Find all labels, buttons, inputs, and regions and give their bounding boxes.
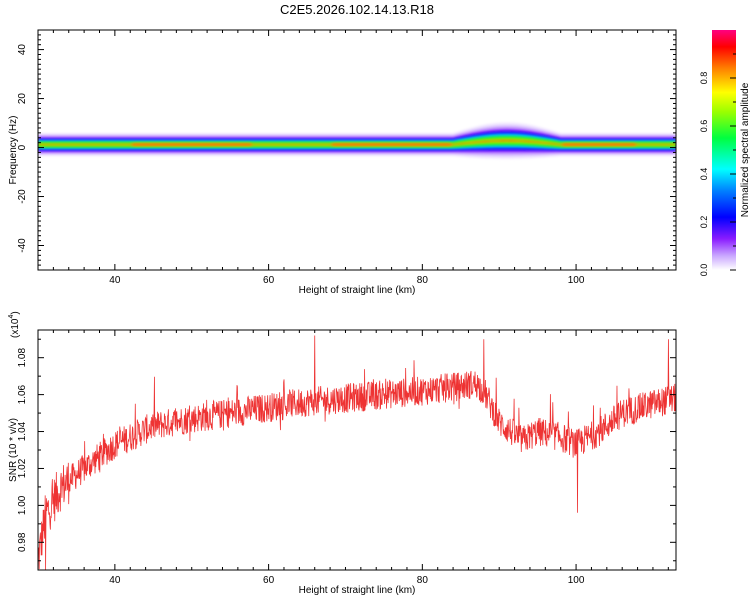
spectrogram-ytick-label: -40 bbox=[17, 238, 28, 253]
snr-ytick-label: 1.02 bbox=[17, 458, 28, 478]
colorbar-tick-label: 0.6 bbox=[699, 120, 709, 133]
snr-ylabel: SNR (10 * v/v) bbox=[8, 418, 19, 482]
snr-ticks: 40 60 80 100 0.98 1.00 1.02 1.04 1.06 1.08 bbox=[17, 330, 676, 586]
spectrogram-ytick-label: -20 bbox=[17, 189, 28, 204]
spectrogram-xlabel: Height of straight line (km) bbox=[299, 285, 416, 296]
snr-multiplier: (x104) bbox=[8, 311, 21, 338]
colorbar-tick-label: 0.0 bbox=[699, 264, 709, 277]
colorbar-label: Normalized spectral amplitude bbox=[740, 82, 750, 217]
snr-ytick-label: 1.04 bbox=[17, 421, 28, 441]
spectrogram-ytick-label: 0 bbox=[17, 144, 28, 150]
snr-xtick-label: 100 bbox=[568, 575, 585, 586]
snr-ytick-label: 1.06 bbox=[17, 384, 28, 404]
spectrogram-xtick-label: 100 bbox=[568, 275, 585, 286]
snr-ytick-label: 0.98 bbox=[17, 532, 28, 552]
spectrogram-ytick-label: 40 bbox=[17, 44, 28, 56]
colorbar-tick-label: 0.2 bbox=[699, 216, 709, 229]
heatmap-layer bbox=[38, 140, 676, 146]
svg-text:(x104): (x104) bbox=[8, 311, 21, 338]
snr-xtick-label: 60 bbox=[263, 575, 275, 586]
snr-ytick-label: 1.00 bbox=[17, 495, 28, 515]
spectrogram-frame bbox=[37, 29, 677, 271]
chart-title: C2E5.2026.102.14.13.R18 bbox=[280, 2, 434, 17]
heatmap-band bbox=[38, 122, 676, 159]
spectrogram-ytick-label: 20 bbox=[17, 93, 28, 105]
snr-xtick-label: 40 bbox=[109, 575, 121, 586]
snr-panel: 40 60 80 100 0.98 1.00 1.02 1.04 1.06 1.08 Height… bbox=[8, 311, 677, 596]
spectrogram-ticks: 40 60 80 100 -40 -20 0 20 40 bbox=[17, 30, 676, 286]
snr-series-line bbox=[38, 335, 676, 570]
colorbar-tick-label: 0.8 bbox=[699, 72, 709, 85]
spectrogram-xtick-label: 80 bbox=[417, 275, 429, 286]
colorbar: 0.0 0.2 0.4 0.6 0.8 Normalized spectral ampl… bbox=[699, 30, 750, 276]
snr-multiplier-base: (x10 bbox=[10, 318, 21, 338]
spectrogram-ylabel: Frequency (Hz) bbox=[8, 116, 19, 185]
spectrogram-xtick-label: 60 bbox=[263, 275, 275, 286]
spectrogram-panel: 40 60 80 100 -40 -20 0 20 40 Height of straight … bbox=[8, 29, 677, 296]
snr-ytick-label: 1.08 bbox=[17, 348, 28, 368]
snr-xtick-label: 80 bbox=[417, 575, 429, 586]
spectrogram-xtick-label: 40 bbox=[109, 275, 121, 286]
snr-frame bbox=[37, 329, 677, 571]
snr-xlabel: Height of straight line (km) bbox=[299, 585, 416, 596]
colorbar-tick-label: 0.4 bbox=[699, 168, 709, 181]
colorbar-ticks: 0.0 0.2 0.4 0.6 0.8 bbox=[699, 53, 736, 277]
snr-multiplier-exp: 4 bbox=[8, 315, 15, 319]
colorbar-gradient bbox=[712, 30, 736, 270]
